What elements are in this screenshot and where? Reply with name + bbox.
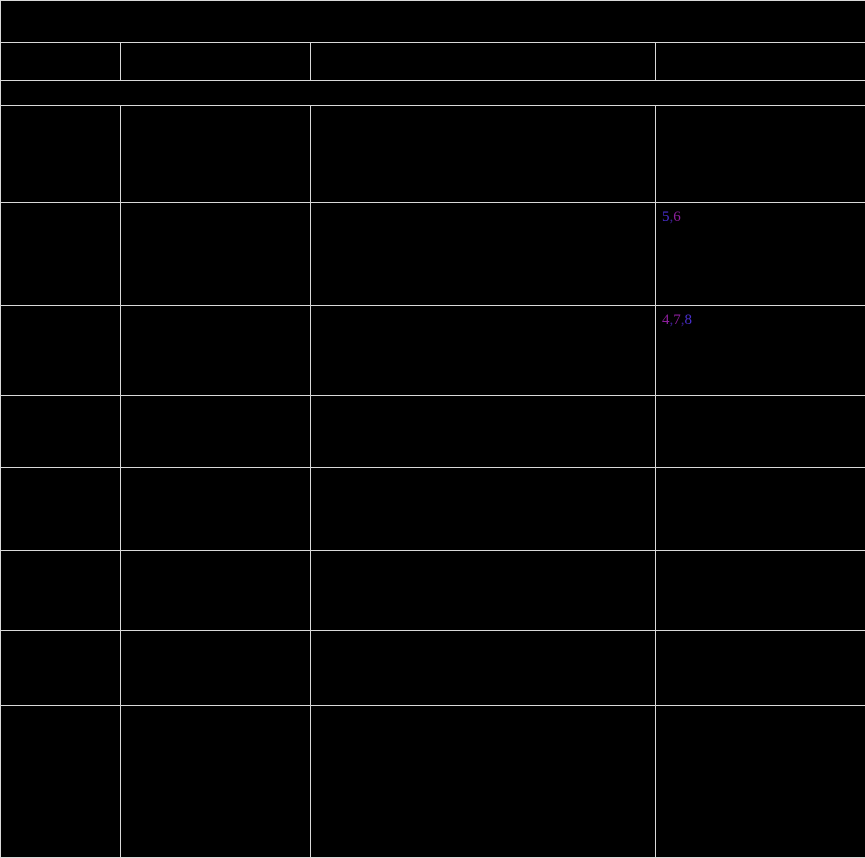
table-subheader [1, 81, 865, 106]
cell-col2 [311, 106, 656, 203]
cell-col0 [1, 551, 121, 631]
table-caption-row [1, 1, 865, 43]
reference-link[interactable]: 4 [662, 312, 670, 328]
cell-col0 [1, 631, 121, 706]
cell-col2 [311, 631, 656, 706]
table-subheader-row [1, 81, 865, 106]
reference-link[interactable]: 5 [662, 209, 670, 225]
cell-references [656, 106, 865, 203]
reference-link[interactable]: 7 [673, 312, 681, 328]
table-row [1, 106, 865, 203]
table-row [1, 551, 865, 631]
table-container: 5,6 4,7,8 [0, 0, 865, 835]
cell-col0 [1, 306, 121, 396]
cell-col0 [1, 203, 121, 306]
table-row [1, 631, 865, 706]
column-header-3[interactable] [656, 43, 865, 81]
cell-col1 [121, 551, 311, 631]
table-header-row [1, 43, 865, 81]
cell-col2 [311, 468, 656, 551]
cell-col2 [311, 551, 656, 631]
cell-references: 4,7,8 [656, 306, 865, 396]
table-row [1, 468, 865, 551]
table-row [1, 396, 865, 468]
cell-references [656, 396, 865, 468]
reference-link[interactable]: 6 [673, 209, 681, 225]
cell-references: 5,6 [656, 203, 865, 306]
cell-col1 [121, 106, 311, 203]
cell-col1 [121, 396, 311, 468]
cell-references [656, 631, 865, 706]
cell-col1 [121, 203, 311, 306]
reference-link[interactable]: 8 [685, 312, 693, 328]
cell-col0 [1, 396, 121, 468]
cell-col2 [311, 396, 656, 468]
cell-references [656, 468, 865, 551]
cell-col0 [1, 106, 121, 203]
cell-col1 [121, 306, 311, 396]
cell-col2 [311, 306, 656, 396]
column-header-2[interactable] [311, 43, 656, 81]
cell-col1 [121, 468, 311, 551]
cell-col0 [1, 468, 121, 551]
column-header-1[interactable] [121, 43, 311, 81]
cell-col2 [311, 203, 656, 306]
column-header-0[interactable] [1, 43, 121, 81]
table-row: 4,7,8 [1, 306, 865, 396]
table-row: 5,6 [1, 203, 865, 306]
cell-references [656, 551, 865, 631]
cell-col1 [121, 631, 311, 706]
table-caption [1, 1, 865, 43]
